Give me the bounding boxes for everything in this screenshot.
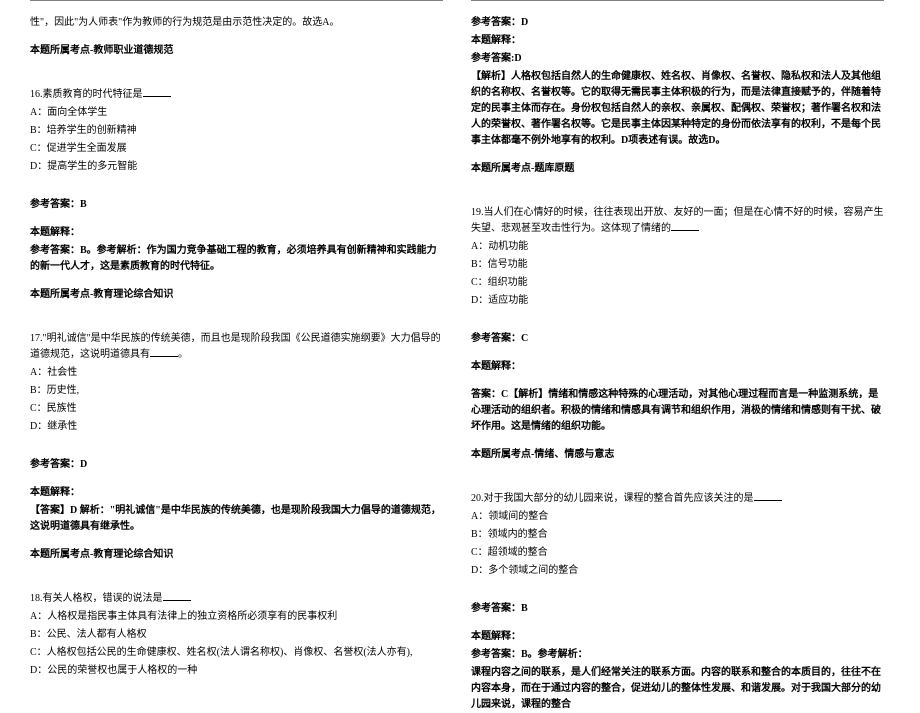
q17-opt-b: B：历史性, (30, 383, 443, 399)
q16-topic: 本题所属考点-教育理论综合知识 (30, 287, 443, 303)
q17-opt-d: D：继承性 (30, 419, 443, 435)
q16-opt-b: B：培养学生的创新精神 (30, 123, 443, 139)
q20-exp-title: 本题解释： (471, 629, 884, 645)
intro-text-1: 性"，因此"为人师表"作为教师的行为规范是由示范性决定的。故选A。 (30, 15, 443, 31)
top-rule-left (30, 0, 443, 1)
q18-opt-a: A：人格权是指民事主体具有法律上的独立资格所必须享有的民事权利 (30, 609, 443, 625)
right-column: 参考答案：D 本题解释： 参考答案:D 【解析】人格权包括自然人的生命健康权、姓… (465, 0, 900, 651)
q16-stem: 16.素质教育的时代特征是 (30, 87, 443, 103)
q18-opt-d: D：公民的荣誉权也属于人格权的一种 (30, 663, 443, 679)
q16-opt-d: D：提高学生的多元智能 (30, 159, 443, 175)
q20-exp: 课程内容之间的联系，是人们经常关注的联系方面。内容的联系和整合的本质目的，往往不… (471, 665, 884, 713)
q16-opt-c: C：促进学生全面发展 (30, 141, 443, 157)
q19-opt-a: A：动机功能 (471, 239, 884, 255)
blank-icon (754, 491, 782, 501)
q20-opt-a: A：领域间的整合 (471, 509, 884, 525)
q19-opt-b: B：信号功能 (471, 257, 884, 273)
q17-stem-end: 。 (178, 349, 188, 360)
q20-opt-b: B：领域内的整合 (471, 527, 884, 543)
q18-opt-b: B：公民、法人都有人格权 (30, 627, 443, 643)
q18-exp-ans: 参考答案:D (471, 51, 884, 67)
q19-answer: 参考答案：C (471, 331, 884, 347)
blank-icon (143, 87, 171, 97)
q16-exp-title: 本题解释： (30, 225, 443, 241)
blank-icon (671, 221, 699, 231)
q18-exp: 【解析】人格权包括自然人的生命健康权、姓名权、肖像权、名誉权、隐私权和法人及其他… (471, 69, 884, 149)
q19-exp: 答案：C【解析】情绪和情感这种特殊的心理活动，对其他心理过程而言是一种监测系统，… (471, 387, 884, 435)
q19-opt-c: C：组织功能 (471, 275, 884, 291)
q19-stem: 19.当人们在心情好的时候，往往表现出开放、友好的一面；但是在心情不好的时候，容… (471, 205, 884, 237)
q20-opt-c: C：超领域的整合 (471, 545, 884, 561)
q19-topic: 本题所属考点-情绪、情感与意志 (471, 447, 884, 463)
q17-opt-a: A：社会性 (30, 365, 443, 381)
left-column: 性"，因此"为人师表"作为教师的行为规范是由示范性决定的。故选A。 本题所属考点… (30, 0, 465, 651)
q17-stem: 17."明礼诚信"是中华民族的传统美德，而且也是现阶段我国《公民道德实施纲要》大… (30, 331, 443, 363)
q16-exp: 参考答案：B。参考解析：作为国力竞争基础工程的教育，必须培养具有创新精神和实践能… (30, 243, 443, 275)
q17-answer: 参考答案：D (30, 457, 443, 473)
q17-opt-c: C：民族性 (30, 401, 443, 417)
intro-topic: 本题所属考点-教师职业道德规范 (30, 43, 443, 59)
q16-answer: 参考答案：B (30, 197, 443, 213)
q20-opt-d: D：多个领域之间的整合 (471, 563, 884, 579)
q16-stem-text: 16.素质教育的时代特征是 (30, 89, 143, 100)
q18-opt-c: C：人格权包括公民的生命健康权、姓名权(法人谓名称权)、肖像权、名誉权(法人亦有… (30, 645, 443, 661)
q18-topic: 本题所属考点-题库原题 (471, 161, 884, 177)
q17-topic: 本题所属考点-教育理论综合知识 (30, 547, 443, 563)
blank-icon (150, 347, 178, 357)
q17-exp-title: 本题解释： (30, 485, 443, 501)
top-rule-right (471, 0, 884, 1)
q17-stem-text: 17."明礼诚信"是中华民族的传统美德，而且也是现阶段我国《公民道德实施纲要》大… (30, 333, 441, 360)
page-content: 性"，因此"为人师表"作为教师的行为规范是由示范性决定的。故选A。 本题所属考点… (0, 0, 920, 651)
q20-exp-ans: 参考答案：B。参考解析： (471, 647, 884, 663)
q18-answer: 参考答案：D (471, 15, 884, 31)
q20-stem: 20.对于我国大部分的幼儿园来说，课程的整合首先应该关注的是 (471, 491, 884, 507)
q20-answer: 参考答案：B (471, 601, 884, 617)
q16-opt-a: A：面向全体学生 (30, 105, 443, 121)
q19-opt-d: D：适应功能 (471, 293, 884, 309)
q18-stem: 18.有关人格权，错误的说法是 (30, 591, 443, 607)
blank-icon (163, 591, 191, 601)
q18-stem-text: 18.有关人格权，错误的说法是 (30, 593, 163, 604)
q17-exp: 【答案】D 解析："明礼诚信"是中华民族的传统美德，也是现阶段我国大力倡导的道德… (30, 503, 443, 535)
q18-exp-title: 本题解释： (471, 33, 884, 49)
q19-exp-title: 本题解释： (471, 359, 884, 375)
q20-stem-text: 20.对于我国大部分的幼儿园来说，课程的整合首先应该关注的是 (471, 493, 754, 504)
